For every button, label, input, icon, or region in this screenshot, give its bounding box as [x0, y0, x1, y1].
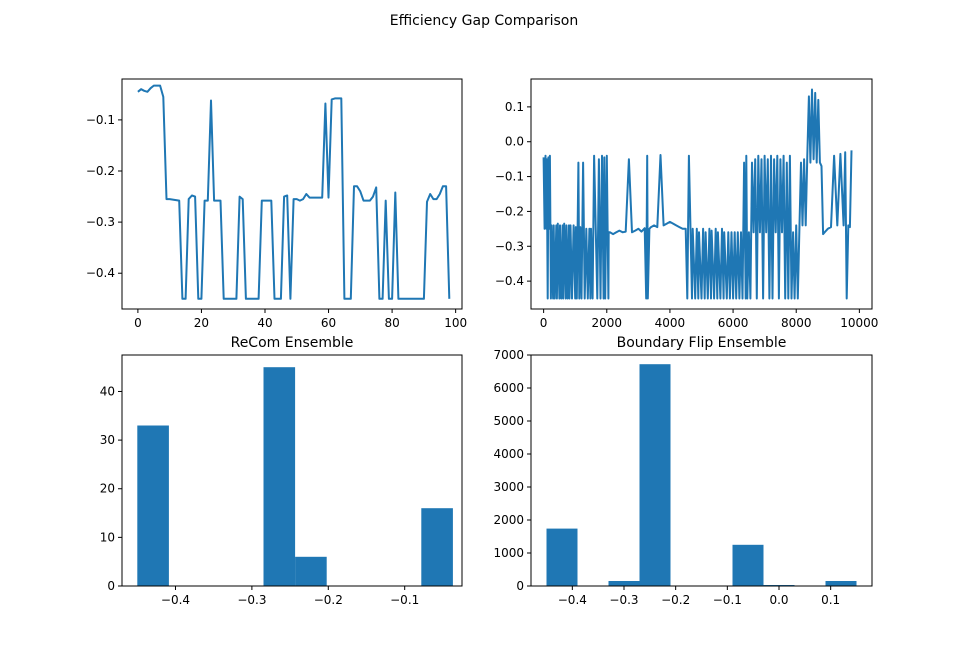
- flip-trace-ytick-label: −0.3: [495, 239, 524, 253]
- recom-trace-ytick-label: −0.2: [86, 164, 115, 178]
- flip-trace-xtick-label: 4000: [655, 316, 686, 330]
- flip-hist-ytick-label: 7000: [493, 348, 524, 362]
- flip-trace-xtick-label: 6000: [718, 316, 749, 330]
- recom-hist-ytick-label: 30: [100, 433, 115, 447]
- flip-hist-ytick-label: 3000: [493, 480, 524, 494]
- recom-hist-bar: [421, 508, 453, 586]
- recom-hist-ytick-label: 0: [107, 579, 115, 593]
- recom-hist-ytick-label: 20: [100, 482, 115, 496]
- flip-hist-title: Boundary Flip Ensemble: [617, 335, 787, 351]
- recom-trace-ytick-label: −0.3: [86, 215, 115, 229]
- recom-trace-xtick-label: 80: [384, 316, 399, 330]
- flip-hist-bar: [546, 528, 578, 586]
- figure-suptitle: Efficiency Gap Comparison: [390, 13, 578, 29]
- recom-trace-frame: [121, 78, 463, 310]
- flip-hist-ytick-label: 2000: [493, 513, 524, 527]
- recom-hist-xtick-label: −0.2: [314, 593, 343, 607]
- flip-hist-ytick-label: 4000: [493, 447, 524, 461]
- recom-hist-axes: ReCom Ensemble −0.4 −0.3 −0.2 −0.1 0 10 20 30 40: [100, 335, 463, 607]
- flip-hist-xtick-label: 0.1: [821, 593, 840, 607]
- recom-trace-series-line: [137, 84, 451, 300]
- recom-trace-xtick-label: 20: [194, 316, 209, 330]
- flip-trace-xtick-label: 8000: [781, 316, 812, 330]
- recom-trace-ytick-label: −0.1: [86, 113, 115, 127]
- recom-hist-bar: [137, 425, 169, 586]
- flip-trace-ytick-label: −0.4: [495, 274, 524, 288]
- recom-hist-xtick-label: −0.1: [390, 593, 419, 607]
- recom-trace-ytick-label: −0.4: [86, 266, 115, 280]
- flip-hist-frame: [530, 354, 873, 587]
- flip-hist-axes: Boundary Flip Ensemble −0.4 −0.3 −0.2 −0.1 0.…: [493, 335, 873, 607]
- recom-trace-xtick-label: 60: [321, 316, 336, 330]
- recom-hist-bar: [295, 556, 327, 586]
- recom-trace-xtick-label: 0: [134, 316, 142, 330]
- flip-trace-ytick-label: −0.2: [495, 204, 524, 218]
- flip-hist-xtick-label: −0.1: [713, 593, 742, 607]
- flip-hist-xtick-label: −0.4: [558, 593, 587, 607]
- flip-hist-ytick-label: 1000: [493, 546, 524, 560]
- flip-trace-axes: 0 2000 4000 6000 8000 10000 0.1 0.0 −0.1 −0.2 −0.3…: [495, 78, 878, 330]
- recom-hist-ytick-label: 40: [100, 384, 115, 398]
- flip-trace-ytick-label: 0.1: [505, 100, 524, 114]
- recom-trace-axes: 0 20 40 60 80 100 −0.1 −0.2 −0.3 −0.4: [86, 78, 467, 330]
- flip-hist-ytick-label: 5000: [493, 414, 524, 428]
- recom-hist-bar: [263, 367, 296, 586]
- flip-trace-xtick-label: 2000: [592, 316, 623, 330]
- flip-trace-frame: [530, 78, 873, 310]
- recom-hist-xtick-label: −0.4: [161, 593, 190, 607]
- recom-hist-frame: [121, 354, 463, 587]
- flip-trace-ytick-label: −0.1: [495, 170, 524, 184]
- flip-hist-ytick-label: 0: [516, 579, 524, 593]
- recom-hist-xtick-label: −0.3: [237, 593, 266, 607]
- flip-hist-bar: [825, 581, 857, 586]
- flip-hist-bar: [732, 544, 764, 587]
- recom-hist-title: ReCom Ensemble: [231, 335, 354, 351]
- flip-hist-xtick-label: −0.3: [609, 593, 638, 607]
- recom-trace-xtick-label: 40: [257, 316, 272, 330]
- flip-trace-ytick-label: 0.0: [505, 135, 524, 149]
- flip-trace-xtick-label: 0: [540, 316, 548, 330]
- flip-trace-series-line: [542, 88, 853, 300]
- flip-hist-bar: [639, 364, 671, 586]
- flip-hist-xtick-label: 0.0: [769, 593, 788, 607]
- recom-hist-ytick-label: 10: [100, 530, 115, 544]
- flip-hist-bar: [608, 581, 640, 586]
- flip-hist-xtick-label: −0.2: [661, 593, 690, 607]
- recom-trace-xtick-label: 100: [444, 316, 467, 330]
- flip-hist-ytick-label: 6000: [493, 381, 524, 395]
- flip-trace-xtick-label: 10000: [840, 316, 878, 330]
